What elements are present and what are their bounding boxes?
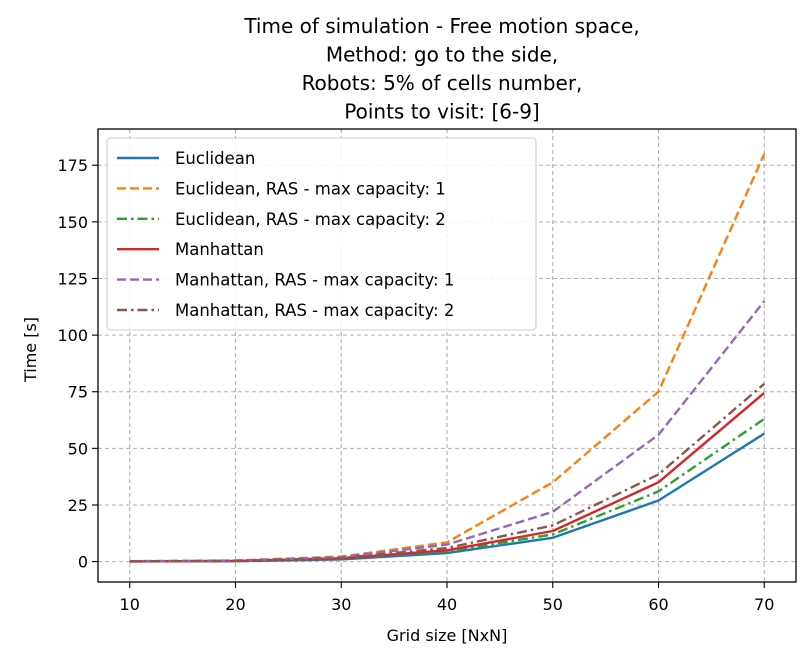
- x-tick-label: 40: [437, 595, 457, 614]
- x-axis: 10 20 30 40 50 60 70: [120, 582, 774, 614]
- legend-label: Manhattan, RAS - max capacity: 2: [175, 301, 454, 320]
- y-tick-label: 25: [68, 496, 88, 515]
- y-tick-label: 50: [68, 439, 88, 458]
- y-tick-label: 100: [57, 326, 88, 345]
- chart-title-line: Robots: 5% of cells number,: [302, 71, 583, 95]
- y-tick-label: 150: [57, 213, 88, 232]
- grid: [98, 129, 796, 582]
- y-tick-label: 75: [68, 383, 88, 402]
- chart-title-text: Time of simulation - Free motion space, M…: [243, 14, 639, 124]
- legend-box: [106, 137, 537, 331]
- legend-label: Euclidean, RAS - max capacity: 1: [175, 179, 446, 198]
- chart-title-line: Points to visit: [6-9]: [344, 100, 539, 124]
- x-tick-label: 20: [225, 595, 245, 614]
- chart-title-line: Time of simulation - Free motion space,: [243, 14, 639, 38]
- x-axis-label: Grid size [NxN]: [387, 626, 508, 645]
- y-axis-label: Time [s]: [21, 317, 40, 383]
- series-layer: [129, 153, 766, 563]
- x-tick-label: 60: [648, 595, 668, 614]
- x-tick-label: 30: [331, 595, 351, 614]
- chart-title-line: Method: go to the side,: [326, 43, 558, 67]
- chart-title: Time of simulation - Free motion space, M…: [243, 14, 639, 124]
- y-tick-label: 125: [57, 269, 88, 288]
- x-tick-label: 10: [120, 595, 140, 614]
- y-tick-label: 0: [78, 553, 88, 572]
- y-axis: 0 25 50 75 100 125 150 175: [57, 156, 98, 572]
- y-tick-label: 175: [57, 156, 88, 175]
- legend-label: Euclidean, RAS - max capacity: 2: [175, 210, 446, 229]
- x-tick-label: 50: [543, 595, 563, 614]
- legend-label: Manhattan: [175, 240, 264, 259]
- legend: Euclidean Euclidean, RAS - max capacity: …: [106, 137, 537, 331]
- legend-label: Euclidean: [175, 149, 255, 168]
- legend-label: Manhattan, RAS - max capacity: 1: [175, 271, 454, 290]
- x-tick-label: 70: [754, 595, 774, 614]
- series-line-6: [129, 382, 766, 563]
